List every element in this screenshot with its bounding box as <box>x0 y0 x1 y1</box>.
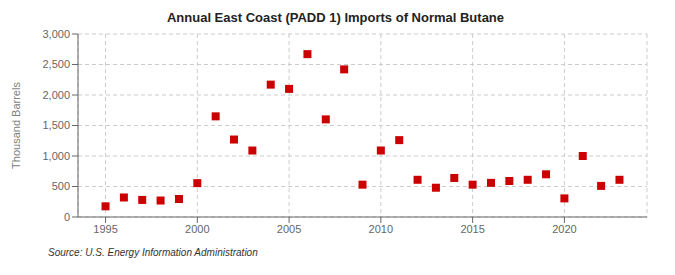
svg-text:500: 500 <box>52 180 70 192</box>
html-text:Source: U.S. Energy Informatio: Source: U.S. Energy Information Administ… <box>48 247 258 258</box>
svg-text:1,000: 1,000 <box>42 150 70 162</box>
svg-text:2,000: 2,000 <box>42 89 70 101</box>
svg-text:2020: 2020 <box>552 223 576 235</box>
svg-text:Thousand Barrels: Thousand Barrels <box>10 82 22 169</box>
svg-text:2000: 2000 <box>185 223 209 235</box>
svg-text:1,500: 1,500 <box>42 119 70 131</box>
svg-text:1995: 1995 <box>93 223 117 235</box>
svg-text:2015: 2015 <box>460 223 484 235</box>
html-text:Annual East Coast (PADD 1) Imp: Annual East Coast (PADD 1) Imports of No… <box>167 10 504 25</box>
svg-text:3,000: 3,000 <box>42 28 70 40</box>
svg-text:2,500: 2,500 <box>42 58 70 70</box>
svg-text:0: 0 <box>64 211 70 223</box>
svg-text:2010: 2010 <box>369 223 393 235</box>
svg-text:2005: 2005 <box>277 223 301 235</box>
